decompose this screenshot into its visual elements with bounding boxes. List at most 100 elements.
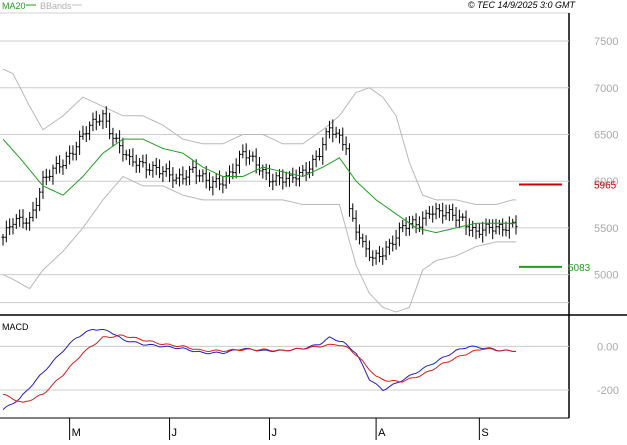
ohlc-bar [124,149,128,161]
ohlc-bar [351,203,355,222]
ohlc-bar [401,219,405,233]
ohlc-bar [134,154,138,173]
ohlc-bar [214,173,218,188]
ohlc-bar [194,159,198,185]
signal-line [2,334,517,403]
ohlc-bar [138,158,142,173]
ohlc-bar [258,157,261,176]
ohlc-bar [284,171,288,187]
ohlc-bar [357,224,361,245]
support-label: 5083 [568,263,591,274]
ohlc-bar [324,128,328,151]
ohlc-bar [148,163,152,176]
ohlc-bar [111,127,115,147]
price-panel: 5000 5500 6000 6500 7000 7500 5965 5083 [0,12,627,418]
ohlc-bar [141,154,145,168]
ohlc-bar [4,220,8,243]
ohlc-bar [321,137,325,165]
ohlc-bar [21,209,25,229]
ohlc-bar [354,210,358,241]
ohlc-bar [387,238,391,255]
ohlc-bar [221,176,225,194]
ohlc-bar [331,119,335,143]
ohlc-bar [201,169,205,183]
resistance-label: 5965 [594,180,617,191]
ohlc-bar [427,205,431,219]
ohlc-bar [208,172,212,191]
ohlc-bar [291,167,295,183]
legend-bbands: BBands [40,1,72,11]
ohlc-bar [301,165,305,177]
ohlc-bar [457,209,461,229]
ohlc-bar [218,170,222,191]
ohlc-bar [314,150,318,168]
macd-panel: 0.00 -200 MACD [0,322,619,410]
ohlc-bar [381,247,385,265]
ohlc-bar [317,148,321,161]
x-tick-label: M [72,427,81,439]
ohlc-bar [477,223,481,238]
ohlc-bar [178,168,182,187]
ohlc-bar [384,240,388,261]
macd-y-tick-label: -200 [597,385,619,397]
x-tick-label: J [172,427,178,439]
ohlc-bar [374,249,378,265]
ohlc-bar [101,109,105,130]
ohlc-bar [74,141,78,161]
ohlc-bar [51,164,55,185]
ohlc-bar [361,233,365,248]
ohlc-bar [421,211,425,235]
price-y-tick-label: 5000 [594,270,618,282]
x-tick-label: J [271,427,277,439]
ohlc-bar [347,143,351,217]
ohlc-bar [274,171,278,186]
ohlc-bar [444,204,448,221]
ohlc-bar [497,219,501,235]
ma20-line [2,138,516,234]
ohlc-bar [174,173,178,185]
ohlc-bar [121,137,125,162]
ohlc-bar [411,215,415,229]
legend-ma20: MA20 [2,1,26,11]
ohlc-bar [251,151,255,162]
ohlc-bar [481,221,485,243]
ohlc-bar [38,187,42,212]
ohlc-bar [311,154,315,177]
ohlc-bar [181,166,185,185]
ohlc-bar [61,159,65,175]
ohlc-bar [98,114,102,126]
ohlc-bar [501,218,505,237]
ohlc-bar [224,171,228,189]
ohlc-bar [191,160,195,173]
ohlc-bar [264,163,268,181]
ohlc-bar [337,129,341,144]
ohlc-bar [244,143,248,166]
ohlc-bar [341,127,345,151]
ohlc-bar [131,148,135,167]
ohlc-bar [281,169,285,190]
ohlc-bar [91,112,95,132]
ohlc-bar [58,155,62,174]
ohlc-bar [491,219,495,240]
macd-line [2,328,517,410]
ohlc-bar [297,166,301,187]
ohlc-bar [34,197,38,219]
bollinger-upper-band [2,68,516,205]
x-tick-label: A [378,427,386,439]
ohlc-bar [367,240,371,262]
ohlc-bar [437,203,441,218]
ohlc-bar [484,218,488,237]
ohlc-bar [334,126,338,138]
ohlc-bar [48,169,52,181]
ohlc-bar [78,130,82,155]
ohlc-bar [487,219,491,234]
ohlc-bar [1,233,5,246]
ohlc-bar [391,235,395,252]
ohlc-bar [307,161,311,179]
price-y-tick-label: 7000 [594,83,618,95]
ohlc-bar [68,145,72,165]
ohlc-bar [54,156,58,175]
ohlc-bar [18,209,22,227]
ohlc-bar [44,168,48,186]
